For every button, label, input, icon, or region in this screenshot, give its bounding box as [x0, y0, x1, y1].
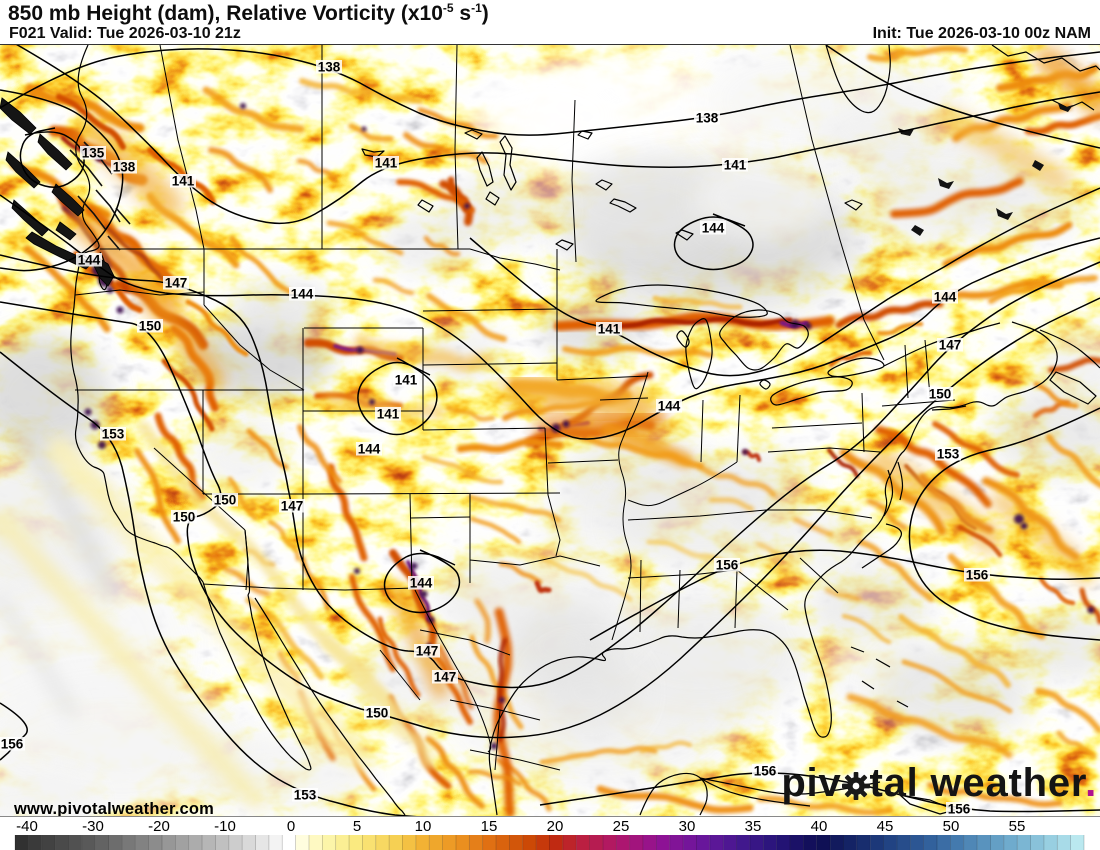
svg-text:144: 144	[658, 399, 681, 414]
svg-text:153: 153	[937, 447, 960, 462]
svg-text:147: 147	[939, 338, 962, 353]
svg-text:144: 144	[410, 576, 433, 591]
svg-text:138: 138	[696, 111, 719, 126]
svg-text:150: 150	[139, 319, 162, 334]
svg-text:156: 156	[948, 802, 971, 817]
svg-text:144: 144	[702, 221, 725, 236]
svg-text:150: 150	[929, 387, 952, 402]
svg-text:156: 156	[716, 558, 739, 573]
svg-text:144: 144	[291, 287, 314, 302]
svg-text:141: 141	[395, 373, 418, 388]
svg-text:150: 150	[366, 706, 389, 721]
svg-text:147: 147	[281, 499, 304, 514]
svg-text:153: 153	[294, 788, 317, 803]
svg-text:141: 141	[377, 407, 400, 422]
svg-text:138: 138	[318, 60, 341, 75]
svg-text:150: 150	[214, 493, 237, 508]
svg-text:141: 141	[375, 156, 398, 171]
svg-text:150: 150	[173, 510, 196, 525]
svg-text:153: 153	[102, 427, 125, 442]
svg-text:147: 147	[416, 644, 439, 659]
svg-text:138: 138	[113, 160, 136, 175]
svg-text:144: 144	[934, 290, 957, 305]
svg-text:144: 144	[78, 253, 101, 268]
svg-text:141: 141	[172, 174, 195, 189]
svg-text:144: 144	[358, 442, 381, 457]
svg-text:147: 147	[434, 670, 457, 685]
svg-text:156: 156	[966, 568, 989, 583]
svg-text:141: 141	[724, 158, 747, 173]
svg-text:147: 147	[165, 276, 188, 291]
svg-text:156: 156	[754, 764, 777, 779]
svg-text:135: 135	[82, 146, 105, 161]
svg-text:141: 141	[598, 322, 621, 337]
svg-text:156: 156	[1, 737, 24, 752]
